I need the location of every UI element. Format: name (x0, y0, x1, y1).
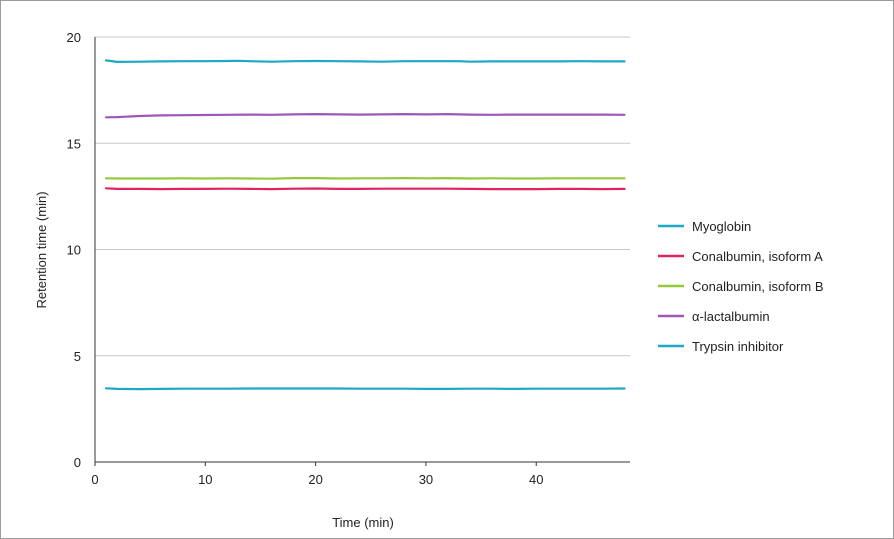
x-tick-label-20: 20 (308, 472, 322, 487)
legend-item: Conalbumin, isoform A (658, 249, 823, 264)
y-tick-label-0: 0 (74, 455, 81, 470)
x-tick-label-30: 30 (419, 472, 433, 487)
series-line-conalbumin-isoform-a (104, 187, 626, 191)
y-tick-labels: 0 5 10 15 20 (67, 30, 81, 470)
legend-label: Conalbumin, isoform B (692, 279, 824, 294)
y-tick-label-15: 15 (67, 136, 81, 151)
x-tick-label-40: 40 (529, 472, 543, 487)
legend: Myoglobin Conalbumin, isoform A Conalbumin… (658, 219, 824, 354)
axes (94, 37, 630, 463)
legend-item: Conalbumin, isoform B (658, 279, 824, 294)
x-tick-labels: 0 10 20 30 40 (91, 462, 543, 487)
series-lines (104, 59, 626, 391)
legend-label: α-lactalbumin (692, 309, 770, 324)
legend-item: Myoglobin (658, 219, 751, 234)
legend-item: Trypsin inhibitor (658, 339, 784, 354)
series-line-trypsin-inhibitor (104, 387, 626, 391)
x-axis-title: Time (min) (332, 515, 394, 530)
y-tick-label-20: 20 (67, 30, 81, 45)
grid-lines (95, 36, 630, 357)
legend-label: Trypsin inhibitor (692, 339, 784, 354)
legend-item: α-lactalbumin (658, 309, 770, 324)
legend-label: Conalbumin, isoform A (692, 249, 823, 264)
series-line-conalbumin-isoform-b (104, 177, 626, 180)
series-line-lactalbumin (104, 112, 626, 119)
y-tick-label-5: 5 (74, 349, 81, 364)
legend-label: Myoglobin (692, 219, 751, 234)
x-tick-label-0: 0 (91, 472, 98, 487)
x-tick-label-10: 10 (198, 472, 212, 487)
series-line-myoglobin (104, 59, 626, 64)
y-axis-title: Retention time (min) (34, 191, 49, 308)
y-tick-label-10: 10 (67, 243, 81, 258)
